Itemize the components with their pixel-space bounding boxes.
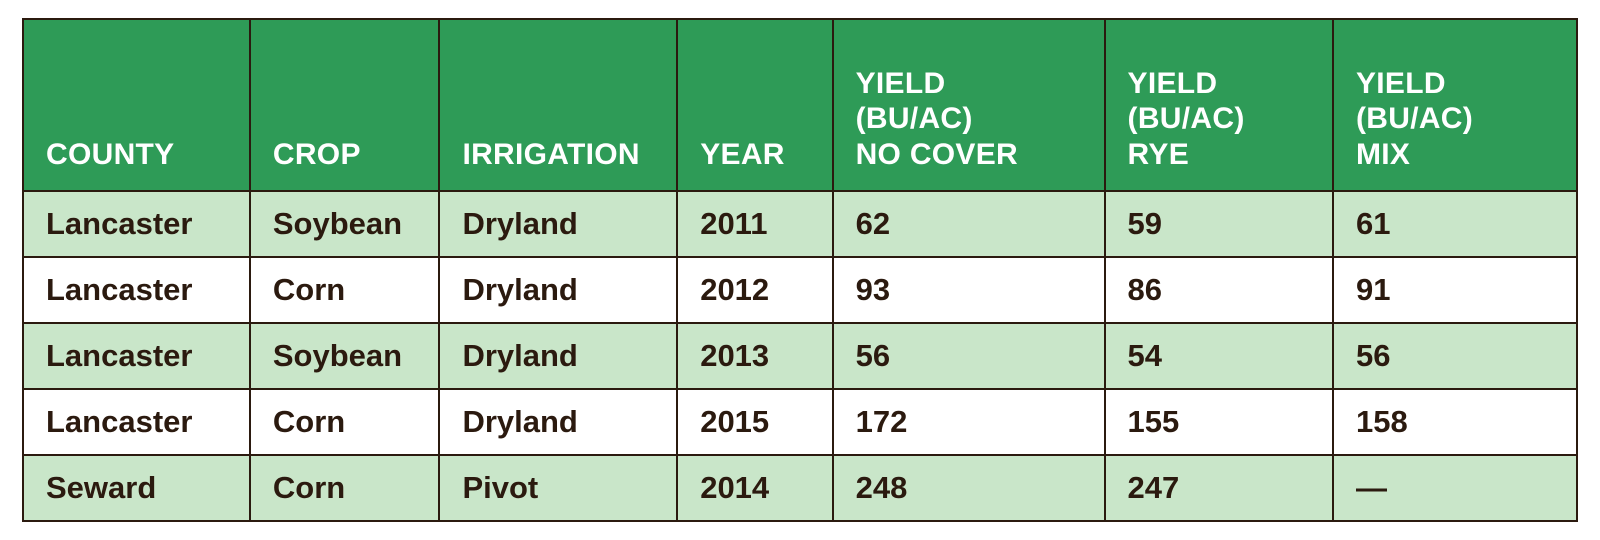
header-irrigation: IRRIGATION (439, 19, 677, 191)
cell-mix: 158 (1333, 389, 1577, 455)
header-county-line-0: COUNTY (46, 137, 235, 172)
cell-county: Lancaster (23, 257, 250, 323)
cell-county: Lancaster (23, 323, 250, 389)
header-rye-line-0: YIELD (1128, 66, 1318, 101)
header-mix: YIELD(BU/AC)MIX (1333, 19, 1577, 191)
table-row: LancasterCornDryland2012938691 (23, 257, 1577, 323)
yield-table: COUNTYCROPIRRIGATIONYEARYIELD(BU/AC)NO C… (22, 18, 1578, 522)
table-row: LancasterSoybeanDryland2013565456 (23, 323, 1577, 389)
cell-crop: Corn (250, 257, 440, 323)
header-no_cover-line-2: NO COVER (856, 137, 1090, 172)
header-rye: YIELD(BU/AC)RYE (1105, 19, 1333, 191)
cell-crop: Soybean (250, 191, 440, 257)
table-row: LancasterCornDryland2015172155158 (23, 389, 1577, 455)
cell-year: 2014 (677, 455, 832, 521)
table-body: LancasterSoybeanDryland2011625961Lancast… (23, 191, 1577, 521)
table-head: COUNTYCROPIRRIGATIONYEARYIELD(BU/AC)NO C… (23, 19, 1577, 191)
cell-mix: 61 (1333, 191, 1577, 257)
cell-irrigation: Pivot (439, 455, 677, 521)
header-rye-line-1: (BU/AC) (1128, 101, 1318, 136)
header-year-line-0: YEAR (700, 137, 817, 172)
header-mix-line-1: (BU/AC) (1356, 101, 1562, 136)
cell-crop: Soybean (250, 323, 440, 389)
cell-irrigation: Dryland (439, 191, 677, 257)
cell-year: 2012 (677, 257, 832, 323)
header-county: COUNTY (23, 19, 250, 191)
cell-rye: 155 (1105, 389, 1333, 455)
cell-irrigation: Dryland (439, 389, 677, 455)
cell-no_cover: 93 (833, 257, 1105, 323)
cell-county: Lancaster (23, 389, 250, 455)
header-irrigation-line-0: IRRIGATION (462, 137, 662, 172)
header-row: COUNTYCROPIRRIGATIONYEARYIELD(BU/AC)NO C… (23, 19, 1577, 191)
header-crop-line-0: CROP (273, 137, 425, 172)
cell-crop: Corn (250, 389, 440, 455)
cell-irrigation: Dryland (439, 323, 677, 389)
cell-no_cover: 172 (833, 389, 1105, 455)
cell-rye: 54 (1105, 323, 1333, 389)
header-year: YEAR (677, 19, 832, 191)
header-no_cover-line-0: YIELD (856, 66, 1090, 101)
cell-county: Lancaster (23, 191, 250, 257)
cell-rye: 86 (1105, 257, 1333, 323)
cell-mix: — (1333, 455, 1577, 521)
header-mix-line-0: YIELD (1356, 66, 1562, 101)
header-crop: CROP (250, 19, 440, 191)
header-no_cover: YIELD(BU/AC)NO COVER (833, 19, 1105, 191)
cell-no_cover: 56 (833, 323, 1105, 389)
table-row: LancasterSoybeanDryland2011625961 (23, 191, 1577, 257)
cell-rye: 247 (1105, 455, 1333, 521)
header-mix-line-2: MIX (1356, 137, 1562, 172)
table-container: COUNTYCROPIRRIGATIONYEARYIELD(BU/AC)NO C… (0, 0, 1600, 540)
cell-county: Seward (23, 455, 250, 521)
cell-year: 2011 (677, 191, 832, 257)
header-rye-line-2: RYE (1128, 137, 1318, 172)
cell-mix: 56 (1333, 323, 1577, 389)
cell-mix: 91 (1333, 257, 1577, 323)
cell-irrigation: Dryland (439, 257, 677, 323)
cell-crop: Corn (250, 455, 440, 521)
cell-year: 2013 (677, 323, 832, 389)
table-row: SewardCornPivot2014248247— (23, 455, 1577, 521)
cell-no_cover: 248 (833, 455, 1105, 521)
cell-rye: 59 (1105, 191, 1333, 257)
cell-year: 2015 (677, 389, 832, 455)
cell-no_cover: 62 (833, 191, 1105, 257)
header-no_cover-line-1: (BU/AC) (856, 101, 1090, 136)
